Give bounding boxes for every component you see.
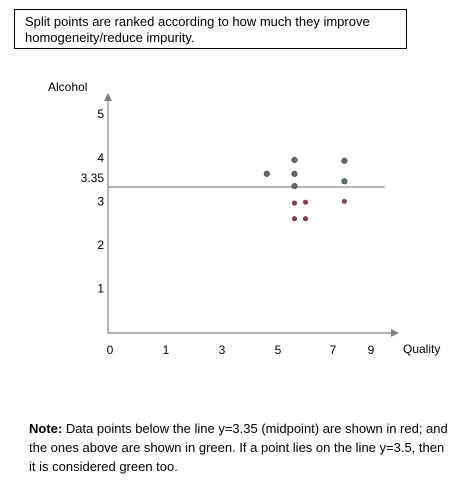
x-tick-label: 3 bbox=[219, 343, 226, 357]
x-tick-label: 0 bbox=[107, 343, 114, 357]
footer-note: Note: Data points below the line y=3.35 … bbox=[29, 419, 449, 476]
x-tick-label: 7 bbox=[330, 343, 337, 357]
x-axis-title: Quality bbox=[403, 342, 440, 356]
data-point-below bbox=[303, 217, 307, 221]
data-point-above bbox=[292, 183, 298, 189]
split-line-group: 3.35 bbox=[81, 171, 385, 187]
data-point-above bbox=[292, 157, 298, 163]
y-tick-label: 1 bbox=[97, 282, 104, 296]
chart-points bbox=[264, 157, 347, 221]
chart-axes bbox=[104, 93, 399, 337]
y-tick-label: 3 bbox=[97, 194, 104, 208]
y-axis-title: Alcohol bbox=[48, 80, 87, 94]
data-point-above bbox=[292, 171, 298, 177]
chart-ticks: 0 1 3 5 7 9 1 2 3 4 5 bbox=[97, 107, 374, 357]
y-tick-label: 4 bbox=[97, 151, 104, 165]
x-axis-arrow bbox=[391, 329, 399, 337]
data-point-below bbox=[292, 217, 296, 221]
data-point-above bbox=[342, 158, 348, 164]
data-point-above bbox=[264, 171, 270, 177]
x-tick-label: 1 bbox=[163, 343, 170, 357]
data-point-below bbox=[303, 200, 307, 204]
data-point-below bbox=[292, 201, 296, 205]
footer-note-text: Data points below the line y=3.35 (midpo… bbox=[29, 421, 448, 474]
data-point-below bbox=[342, 199, 346, 203]
split-line-label: 3.35 bbox=[81, 171, 105, 185]
footer-note-label: Note: bbox=[29, 421, 62, 436]
y-tick-label: 5 bbox=[97, 107, 104, 121]
y-tick-label: 2 bbox=[97, 238, 104, 252]
y-axis-arrow bbox=[104, 93, 112, 101]
x-tick-label: 5 bbox=[275, 343, 282, 357]
x-tick-label: 9 bbox=[368, 343, 375, 357]
data-point-above bbox=[342, 178, 348, 184]
